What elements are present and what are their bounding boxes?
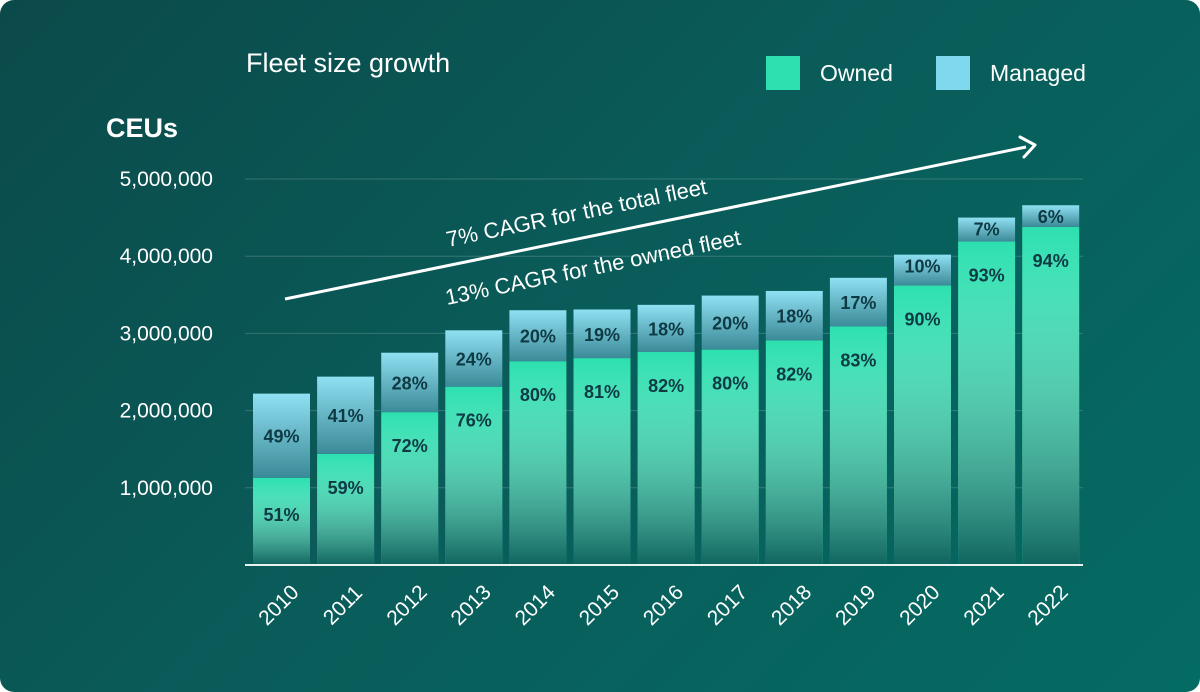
bar-owned-shade-2018 <box>765 340 823 565</box>
chart-title: Fleet size growth <box>246 48 451 78</box>
bar-managed-2017 <box>701 295 759 350</box>
legend-swatch-owned <box>766 56 800 90</box>
bar-owned-shade-2015 <box>573 358 631 565</box>
bar-owned-shade-2020 <box>894 285 951 565</box>
bar-owned-shade-2017 <box>701 349 759 565</box>
bar-label-owned-2017: 80% <box>712 374 748 394</box>
bar-owned-shade-2016 <box>637 351 695 565</box>
bar-owned-shade-2019 <box>829 326 887 565</box>
bar-managed-2018 <box>765 290 823 341</box>
x-tick-label: 2019 <box>831 581 880 630</box>
bars: 49% 51% 41% 59% 28% 72% 24% 76% 20% 80% 19% 81% 18% 8… <box>253 205 1080 566</box>
bar-label-managed-2015: 19% <box>584 325 620 345</box>
bar-label-managed-2018: 18% <box>776 307 812 327</box>
x-tick-label: 2013 <box>447 581 496 630</box>
cagr-arrow-head <box>1018 135 1037 159</box>
y-tick-label: 3,000,000 <box>120 322 213 345</box>
legend-swatch-managed <box>936 56 970 90</box>
x-tick-label: 2014 <box>511 581 561 631</box>
x-tick-label: 2016 <box>639 581 688 630</box>
bar-label-owned-2011: 59% <box>328 478 364 498</box>
bar-managed-2015 <box>573 309 631 359</box>
bar-owned-shade-2010 <box>253 477 310 565</box>
x-tick-label: 2015 <box>575 581 624 630</box>
y-tick-label: 4,000,000 <box>120 245 213 268</box>
bar-label-owned-2019: 83% <box>840 350 876 370</box>
bar-owned-shade-2022 <box>1022 226 1080 565</box>
bar-label-owned-2020: 90% <box>904 310 940 330</box>
bar-managed-2011 <box>317 376 375 454</box>
x-tick-label: 2018 <box>767 581 816 630</box>
bar-label-managed-2022: 6% <box>1038 207 1064 227</box>
bar-label-managed-2020: 10% <box>904 257 940 277</box>
bar-label-owned-2013: 76% <box>456 411 492 431</box>
y-axis-ticks: 1,000,000 2,000,000 3,000,000 4,000,000 5,00… <box>120 168 213 500</box>
bar-managed-2019 <box>829 277 887 327</box>
bar-label-managed-2019: 17% <box>840 293 876 313</box>
bar-managed-2020 <box>894 254 951 286</box>
bar-managed-2022 <box>1022 205 1080 227</box>
bar-managed-2010 <box>253 393 310 478</box>
bar-label-owned-2018: 82% <box>776 364 812 384</box>
y-axis-unit-label: CEUs <box>106 113 179 143</box>
bar-label-managed-2013: 24% <box>456 349 492 369</box>
bar-label-managed-2012: 28% <box>392 373 428 393</box>
x-tick-label: 2017 <box>703 581 752 630</box>
x-tick-label: 2022 <box>1023 581 1072 630</box>
y-tick-label: 5,000,000 <box>120 168 213 191</box>
bar-label-owned-2014: 80% <box>520 385 556 405</box>
bar-managed-2021 <box>958 217 1016 242</box>
bar-label-managed-2017: 20% <box>712 314 748 334</box>
bar-owned-shade-2013 <box>445 386 503 565</box>
bar-label-owned-2022: 94% <box>1033 251 1069 271</box>
cagr-arrow-line <box>284 145 1027 301</box>
bar-label-owned-2016: 82% <box>648 376 684 396</box>
legend-label-owned: Owned <box>820 59 893 86</box>
bar-owned-shade-2014 <box>509 361 567 565</box>
bar-label-managed-2011: 41% <box>328 406 364 426</box>
bar-managed-2012 <box>381 352 439 413</box>
x-axis-ticks: 2010 2011 2012 2013 2014 2015 2016 2017 2018 2019… <box>254 581 1072 631</box>
y-tick-label: 2,000,000 <box>120 400 213 423</box>
x-tick-label: 2010 <box>254 581 303 630</box>
y-tick-label: 1,000,000 <box>120 477 213 500</box>
bar-label-managed-2016: 18% <box>648 319 684 339</box>
bar-owned-shade-2011 <box>317 453 375 565</box>
legend-item-owned: Owned <box>766 56 893 90</box>
bar-label-owned-2021: 93% <box>969 266 1005 286</box>
bar-label-managed-2021: 7% <box>974 220 1000 240</box>
bar-label-managed-2010: 49% <box>263 427 299 447</box>
bar-label-owned-2010: 51% <box>263 505 299 525</box>
x-tick-label: 2012 <box>382 581 431 630</box>
bar-managed-2016 <box>637 304 695 352</box>
bar-managed-2013 <box>445 330 503 387</box>
x-tick-label: 2021 <box>959 581 1008 630</box>
bar-owned-shade-2021 <box>958 241 1016 566</box>
bar-managed-2014 <box>509 310 567 362</box>
x-tick-label: 2011 <box>319 581 367 629</box>
bar-label-managed-2014: 20% <box>520 327 556 347</box>
legend-item-managed: Managed <box>936 56 1086 90</box>
bar-owned-shade-2012 <box>381 412 439 565</box>
legend-label-managed: Managed <box>990 59 1086 86</box>
bar-label-owned-2012: 72% <box>392 436 428 456</box>
x-tick-label: 2020 <box>895 581 944 630</box>
bar-label-owned-2015: 81% <box>584 382 620 402</box>
